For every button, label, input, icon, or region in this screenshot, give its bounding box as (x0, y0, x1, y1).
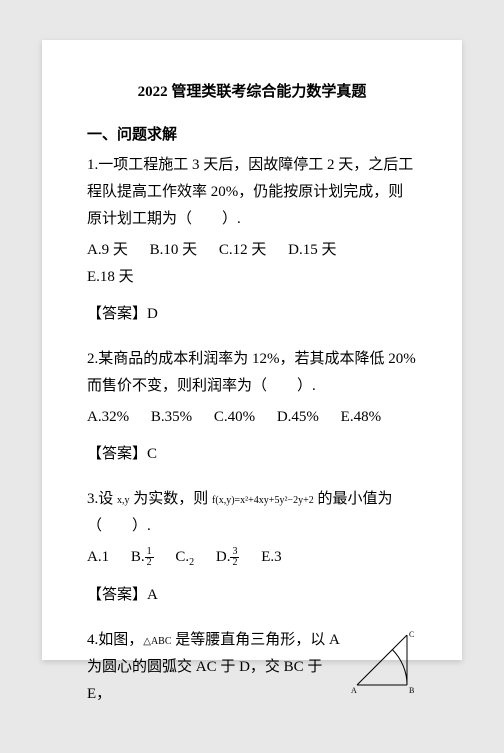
q2-option-c: C.40% (214, 404, 255, 431)
q3-d-frac: 32 (230, 547, 239, 568)
q3-b-pre: B. (131, 549, 145, 565)
q1-option-d: D.15 天 (288, 237, 336, 264)
page-title: 2022 管理类联考综合能力数学真题 (87, 80, 417, 101)
q2-option-d: D.45% (277, 404, 319, 431)
q3-option-a: A.1 (87, 544, 109, 571)
q2-option-a: A.32% (87, 404, 129, 431)
svg-text:B: B (409, 686, 414, 695)
q3-option-d: D.32 (216, 544, 240, 571)
q1-option-a: A.9 天 (87, 237, 128, 264)
question-1-text: 1.一项工程施工 3 天后，因故障停工 2 天，之后工程队提高工作效率 20%，… (87, 152, 417, 233)
q3-c-pre: C. (175, 549, 189, 565)
question-1-options: A.9 天 B.10 天 C.12 天 D.15 天 E.18 天 (87, 237, 417, 291)
q3-d-pre: D. (216, 549, 231, 565)
q1-option-c: C.12 天 (219, 237, 267, 264)
svg-text:A: A (351, 686, 357, 695)
q2-option-e: E.48% (341, 404, 381, 431)
q3-option-e: E.3 (261, 544, 281, 571)
q2-option-b: B.35% (151, 404, 192, 431)
question-4-text: 4.如图，△ABC 是等腰直角三角形，以 A 为圆心的圆弧交 AC 于 D，交 … (87, 627, 341, 708)
question-3-text: 3.设 x,y 为实数，则 f(x,y)=x²+4xy+5y²−2y+2 的最小… (87, 486, 417, 540)
q3-vars: x,y (117, 495, 130, 506)
section-header: 一、问题求解 (87, 123, 417, 144)
question-3-options: A.1 B.12 C.2 D.32 E.3 (87, 544, 417, 572)
document-page: 2022 管理类联考综合能力数学真题 一、问题求解 1.一项工程施工 3 天后，… (42, 40, 462, 660)
question-2-text: 2.某商品的成本利润率为 12%，若其成本降低 20%而售价不变，则利润率为（ … (87, 346, 417, 400)
question-2-options: A.32% B.35% C.40% D.45% E.48% (87, 404, 417, 431)
q3-c-val: 2 (189, 557, 194, 568)
q3-mid: 为实数，则 (130, 491, 213, 507)
answer-2: 【答案】C (87, 441, 417, 468)
q3-pre: 3.设 (87, 491, 117, 507)
q1-option-b: B.10 天 (150, 237, 198, 264)
answer-3: 【答案】A (87, 582, 417, 609)
q3-option-c: C.2 (175, 544, 194, 572)
q3-b-frac: 12 (145, 547, 154, 568)
svg-text:C: C (409, 630, 414, 639)
q3-formula: f(x,y)=x²+4xy+5y²−2y+2 (212, 495, 314, 506)
q4-tri: △ABC (143, 636, 171, 647)
q3-option-b: B.12 (131, 544, 154, 571)
triangle-diagram: A B C (349, 627, 417, 697)
q3-b-den: 2 (145, 558, 154, 568)
answer-1: 【答案】D (87, 301, 417, 328)
question-4-wrap: 4.如图，△ABC 是等腰直角三角形，以 A 为圆心的圆弧交 AC 于 D，交 … (87, 627, 417, 708)
q1-option-e: E.18 天 (87, 264, 134, 291)
q3-d-den: 2 (230, 558, 239, 568)
q4-pre: 4.如图， (87, 632, 143, 648)
